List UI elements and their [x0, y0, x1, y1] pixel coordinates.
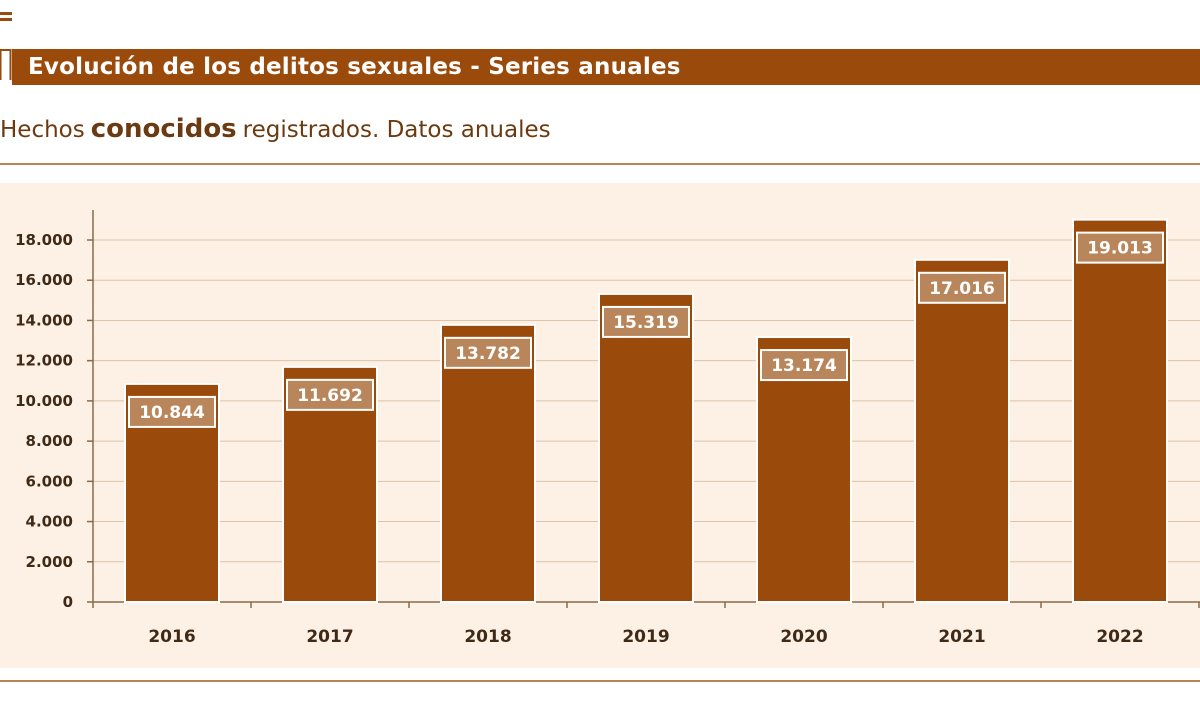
data-label-box: [918, 271, 1006, 304]
data-label: 13.782: [455, 344, 521, 364]
y-tick-label: 4.000: [26, 513, 73, 531]
x-tick-label: 2022: [1096, 627, 1143, 647]
subtitle-suffix: registrados. Datos anuales: [242, 117, 551, 143]
bottom-divider: [0, 680, 1200, 682]
banner-title: Evolución de los delitos sexuales - Seri…: [28, 54, 681, 80]
y-tick-label: 18.000: [15, 231, 73, 249]
y-tick-label: 2.000: [26, 553, 73, 571]
bar-2022: [1072, 218, 1168, 603]
data-label: 15.319: [613, 313, 679, 333]
data-label: 19.013: [1087, 239, 1153, 259]
bar-2021: [914, 258, 1010, 603]
y-tick-label: 6.000: [26, 472, 73, 490]
bar-2019: [598, 292, 694, 603]
data-label-box: [444, 336, 532, 369]
x-tick-label: 2017: [306, 627, 353, 647]
y-tick-label: 12.000: [15, 352, 73, 370]
top-divider: [0, 163, 1200, 165]
data-label: 17.016: [929, 279, 995, 299]
x-tick-label: 2018: [464, 627, 511, 647]
bar-2018: [440, 323, 536, 603]
data-label: 10.844: [139, 403, 205, 423]
x-tick-label: 2020: [780, 627, 827, 647]
document-icon: [0, 12, 12, 80]
data-label-box: [602, 305, 690, 338]
y-tick-label: 8.000: [26, 432, 73, 450]
bar-2020: [756, 336, 852, 603]
x-tick-label: 2019: [622, 627, 669, 647]
section-banner: Evolución de los delitos sexuales - Seri…: [12, 49, 1200, 85]
chart-subtitle: Hechos conocidos registrados. Datos anuale…: [0, 114, 551, 144]
y-tick-label: 0: [63, 593, 73, 611]
data-label: 11.692: [297, 386, 363, 406]
y-tick-label: 14.000: [15, 311, 73, 329]
y-tick-label: 16.000: [15, 271, 73, 289]
y-tick-label: 10.000: [15, 392, 73, 410]
subtitle-prefix: Hechos: [0, 117, 85, 143]
subtitle-emphasis: conocidos: [90, 114, 237, 144]
data-label: 13.174: [771, 356, 837, 376]
data-label-box: [286, 378, 374, 411]
x-tick-label: 2016: [148, 627, 195, 647]
data-label-box: [128, 395, 216, 428]
data-label-box: [760, 349, 848, 382]
x-tick-label: 2021: [938, 627, 985, 647]
data-label-box: [1076, 231, 1164, 264]
